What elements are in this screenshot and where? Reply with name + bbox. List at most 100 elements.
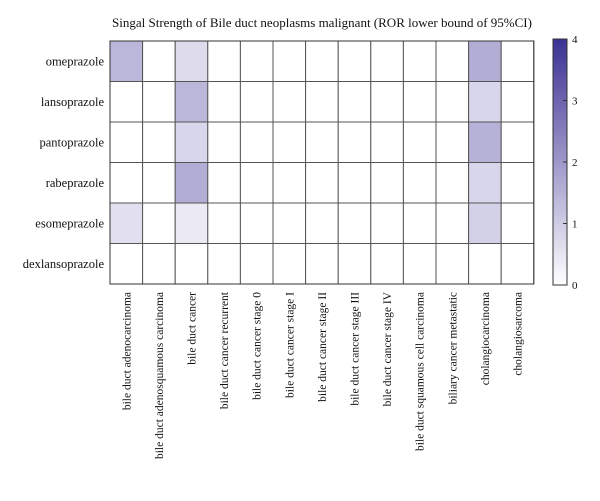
heatmap-cell xyxy=(239,162,274,204)
heatmap-cell xyxy=(142,121,176,163)
heatmap-cell xyxy=(500,202,535,244)
column-label: bile duct adenosquamous carcinoma xyxy=(154,292,166,459)
heatmap-cell xyxy=(174,40,209,82)
heatmap-cell xyxy=(272,81,307,123)
column-label: cholangiocarcinoma xyxy=(480,292,492,385)
heatmap-cell xyxy=(109,162,144,204)
heatmap-cell xyxy=(337,243,372,285)
heatmap-cell xyxy=(305,162,339,204)
heatmap-cell xyxy=(337,40,372,82)
heatmap-cell xyxy=(500,40,535,82)
heatmap-cell xyxy=(174,162,209,204)
heatmap-cell xyxy=(435,121,470,163)
heatmap-cell xyxy=(239,81,274,123)
heatmap-cell xyxy=(142,202,176,244)
heatmap-cell xyxy=(174,121,209,163)
column-label: cholangiosarcoma xyxy=(513,292,525,376)
heatmap-cell xyxy=(337,121,372,163)
colorbar-tick-label: 2 xyxy=(572,157,578,169)
heatmap-cell xyxy=(370,81,404,123)
heatmap-cell xyxy=(142,81,176,123)
colorbar-tick-label: 0 xyxy=(572,280,578,292)
colorbar-tick-label: 3 xyxy=(572,96,578,108)
heatmap-cell xyxy=(337,81,372,123)
heatmap-cell xyxy=(435,40,470,82)
heatmap-cell xyxy=(207,121,241,163)
heatmap-cell xyxy=(500,121,535,163)
heatmap-cell xyxy=(435,202,470,244)
heatmap-cell xyxy=(207,243,241,285)
row-label: rabeprazole xyxy=(46,176,105,190)
heatmap-cell xyxy=(272,40,307,82)
heatmap-cell xyxy=(109,40,144,82)
column-label: bile duct squamous cell carcinoma xyxy=(415,292,427,451)
heatmap-cell xyxy=(370,121,404,163)
column-label: biliary cancer metastatic xyxy=(447,292,459,404)
heatmap-cell xyxy=(305,243,339,285)
heatmap-cell xyxy=(468,202,502,244)
row-labels: omeprazole lansoprazole pantoprazole rabepr… xyxy=(23,54,105,271)
heatmap-cell xyxy=(305,202,339,244)
column-label: bile duct cancer stage IV xyxy=(382,291,394,406)
heatmap-cell xyxy=(239,121,274,163)
heatmap-cell xyxy=(402,121,437,163)
heatmap-cell xyxy=(239,40,274,82)
heatmap-cell xyxy=(337,162,372,204)
row-label: esomeprazole xyxy=(35,216,104,230)
heatmap-cell xyxy=(142,243,176,285)
heatmap-cell xyxy=(468,40,502,82)
column-label: bile duct cancer recurrent xyxy=(219,291,231,409)
column-label: bile duct adenocarcinoma xyxy=(121,292,133,410)
heatmap-cell xyxy=(305,121,339,163)
heatmap-cells xyxy=(109,40,535,285)
row-label: omeprazole xyxy=(46,54,105,68)
heatmap-cell xyxy=(435,243,470,285)
heatmap-cell xyxy=(207,202,241,244)
heatmap-cell xyxy=(370,202,404,244)
heatmap-cell xyxy=(272,121,307,163)
heatmap-cell xyxy=(207,81,241,123)
heatmap-cell xyxy=(370,243,404,285)
heatmap-cell xyxy=(174,243,209,285)
column-label: bile duct cancer xyxy=(187,292,199,365)
heatmap-cell xyxy=(500,162,535,204)
heatmap-cell xyxy=(435,162,470,204)
row-label: dexlansoprazole xyxy=(23,257,105,271)
heatmap-cell xyxy=(402,40,437,82)
grid-border xyxy=(109,40,535,285)
column-label: bile duct cancer stage I xyxy=(284,292,296,398)
heatmap-cell xyxy=(142,40,176,82)
heatmap-cell xyxy=(239,202,274,244)
heatmap-cell xyxy=(402,162,437,204)
heatmap-cell xyxy=(109,243,144,285)
column-label: bile duct cancer stage III xyxy=(350,292,362,406)
heatmap-cell xyxy=(207,162,241,204)
column-label: bile duct cancer stage 0 xyxy=(252,292,264,400)
chart-title: Singal Strength of Bile duct neoplasms m… xyxy=(112,15,532,30)
heatmap-cell xyxy=(337,202,372,244)
colorbar-tick-label: 4 xyxy=(572,34,578,46)
colorbar: 0 1 2 3 4 xyxy=(552,34,578,292)
heatmap-cell xyxy=(272,243,307,285)
column-label: bile duct cancer stage II xyxy=(317,292,329,402)
heatmap-cell xyxy=(370,40,404,82)
heatmap-cell xyxy=(109,81,144,123)
heatmap-cell xyxy=(435,81,470,123)
heatmap-cell xyxy=(402,202,437,244)
heatmap-cell xyxy=(402,243,437,285)
heatmap-cell xyxy=(174,81,209,123)
heatmap-cell xyxy=(305,81,339,123)
heatmap-cell xyxy=(500,81,535,123)
heatmap-cell xyxy=(109,121,144,163)
heatmap-cell xyxy=(174,202,209,244)
heatmap-cell xyxy=(468,243,502,285)
heatmap-cell xyxy=(402,81,437,123)
heatmap-cell xyxy=(370,162,404,204)
heatmap-cell xyxy=(109,202,144,244)
heatmap-cell xyxy=(468,162,502,204)
row-label: lansoprazole xyxy=(41,95,105,109)
row-label: pantoprazole xyxy=(39,135,104,149)
heatmap-cell xyxy=(142,162,176,204)
heatmap-cell xyxy=(468,81,502,123)
